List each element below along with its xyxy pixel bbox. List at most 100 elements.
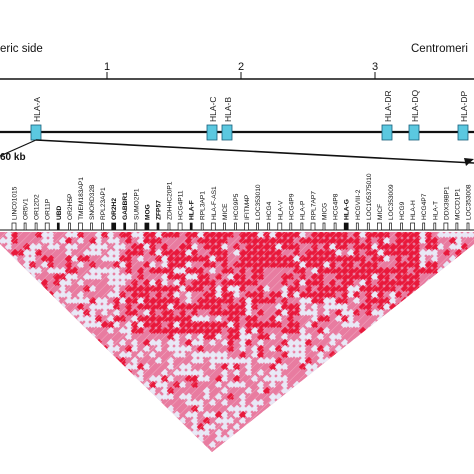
ld-cell bbox=[448, 290, 458, 300]
track-gene-label: OR2H5P bbox=[67, 193, 74, 220]
ld-cell bbox=[58, 308, 68, 318]
track-gene-label: TMEM183AP1 bbox=[78, 177, 85, 220]
ld-cell bbox=[370, 416, 380, 426]
ld-cell bbox=[436, 374, 446, 384]
ld-cell bbox=[466, 380, 474, 390]
ld-cell bbox=[358, 434, 368, 444]
ld-cell bbox=[10, 326, 20, 336]
ld-cell bbox=[370, 422, 380, 432]
ld-cell bbox=[262, 416, 272, 426]
ld-cell bbox=[94, 374, 104, 384]
ld-cell bbox=[28, 308, 38, 318]
ld-cell bbox=[436, 326, 446, 336]
ld-cell bbox=[334, 440, 344, 450]
ld-cell bbox=[328, 422, 338, 432]
ld-cell bbox=[358, 380, 368, 390]
ld-cell bbox=[358, 386, 368, 396]
ld-cell bbox=[148, 416, 158, 426]
ld-cell bbox=[178, 440, 188, 450]
ld-cell bbox=[412, 392, 422, 402]
ld-cell bbox=[268, 404, 278, 414]
ld-cell bbox=[298, 440, 308, 450]
ld-cell bbox=[364, 398, 374, 408]
ld-cell bbox=[82, 434, 92, 444]
ld-cell bbox=[58, 428, 68, 438]
ld-cell bbox=[4, 308, 14, 318]
ld-cell bbox=[16, 326, 26, 336]
ld-cell bbox=[82, 410, 92, 420]
track-gene-box bbox=[377, 222, 382, 231]
ld-cell bbox=[64, 356, 74, 366]
ld-cell bbox=[394, 380, 404, 390]
ld-cell bbox=[256, 416, 266, 426]
ld-cell bbox=[412, 386, 422, 396]
ld-cell bbox=[388, 320, 398, 330]
ld-cell bbox=[436, 272, 446, 282]
hla-gene-box-dq bbox=[408, 124, 420, 141]
ld-cell bbox=[70, 356, 80, 366]
ld-cell bbox=[112, 434, 122, 444]
ld-cell bbox=[400, 428, 410, 438]
ld-cell bbox=[364, 386, 374, 396]
hla-gene-label-dr: HLA-DR bbox=[383, 90, 393, 122]
track-gene-label: SNORD32B bbox=[89, 184, 96, 220]
ld-cell bbox=[442, 320, 452, 330]
ld-cell bbox=[352, 362, 362, 372]
ld-cell bbox=[10, 434, 20, 444]
ld-cell bbox=[364, 440, 374, 450]
ld-cell bbox=[166, 422, 176, 432]
ld-cell bbox=[40, 392, 50, 402]
ld-cell bbox=[430, 398, 440, 408]
ld-cell bbox=[112, 398, 122, 408]
ld-cell bbox=[64, 374, 74, 384]
ld-cell bbox=[310, 440, 320, 450]
ld-cell bbox=[82, 440, 92, 450]
ld-cell bbox=[94, 434, 104, 444]
ld-cell bbox=[70, 320, 80, 330]
ld-cell bbox=[412, 422, 422, 432]
ld-cell bbox=[454, 410, 464, 420]
ld-cell bbox=[466, 290, 474, 300]
ld-cell bbox=[334, 434, 344, 444]
ld-cell bbox=[172, 440, 182, 450]
ld-cell bbox=[388, 326, 398, 336]
ld-cell bbox=[460, 416, 470, 426]
ld-cell bbox=[424, 320, 434, 330]
ld-cell bbox=[4, 326, 14, 336]
ld-cell bbox=[46, 398, 56, 408]
ld-cell bbox=[4, 260, 14, 270]
ld-cell bbox=[250, 428, 260, 438]
ld-cell bbox=[4, 350, 14, 360]
ld-cell bbox=[118, 416, 128, 426]
ld-cell bbox=[4, 428, 14, 438]
ld-cell bbox=[304, 446, 314, 452]
ld-cell bbox=[40, 326, 50, 336]
ld-cell bbox=[0, 338, 8, 348]
ld-cell bbox=[316, 428, 326, 438]
ld-cell bbox=[448, 416, 458, 426]
track-gene-box bbox=[167, 222, 171, 231]
ld-cell bbox=[316, 410, 326, 420]
ld-cell bbox=[46, 404, 56, 414]
ld-cell bbox=[76, 380, 86, 390]
ld-cell bbox=[388, 332, 398, 342]
ld-cell bbox=[382, 434, 392, 444]
ld-cell bbox=[100, 440, 110, 450]
ld-cell bbox=[340, 380, 350, 390]
ld-cell bbox=[316, 398, 326, 408]
ld-cell bbox=[64, 344, 74, 354]
ld-cell bbox=[100, 380, 110, 390]
ld-cell bbox=[4, 356, 14, 366]
ld-cell bbox=[82, 374, 92, 384]
ld-cell bbox=[148, 440, 158, 450]
ld-cell bbox=[394, 344, 404, 354]
ld-cell bbox=[22, 278, 32, 288]
ld-cell bbox=[364, 362, 374, 372]
ld-cell bbox=[70, 398, 80, 408]
ld-cell bbox=[460, 338, 470, 348]
ld-cell bbox=[16, 308, 26, 318]
track-gene-label: HCG9 bbox=[399, 201, 406, 220]
ld-cell bbox=[76, 356, 86, 366]
ld-cell bbox=[328, 398, 338, 408]
ld-cell bbox=[88, 398, 98, 408]
